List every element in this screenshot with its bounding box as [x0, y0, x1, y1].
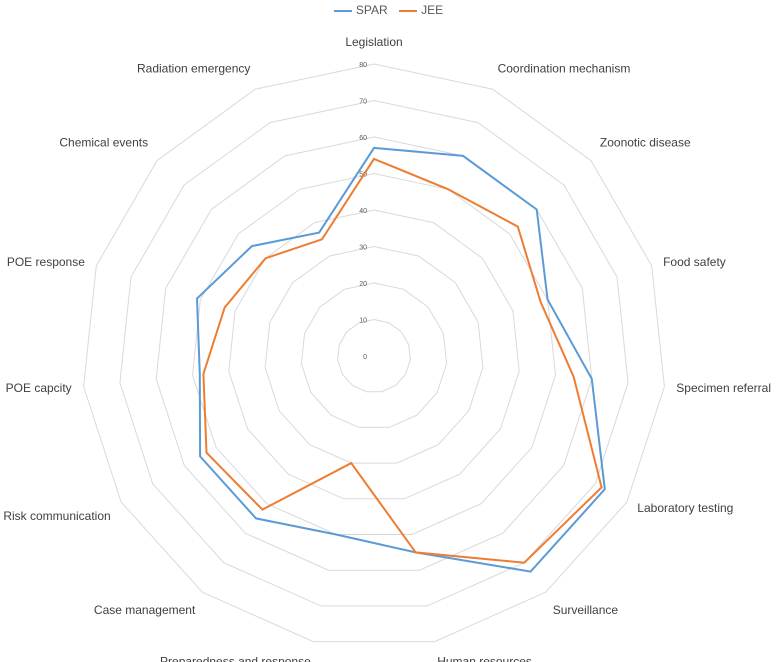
grid-ring-30: [264, 245, 484, 464]
grid-ring-70: [119, 99, 629, 607]
series-line-jee: [202, 157, 603, 564]
legend-label-jee: JEE: [421, 3, 444, 17]
tick-label-20: 20: [359, 281, 367, 288]
category-label-14: Radiation emergency: [137, 61, 250, 75]
tick-label-70: 70: [359, 99, 367, 106]
tick-label-10: 10: [359, 318, 367, 325]
category-label-5: Laboratory testing: [637, 501, 733, 515]
category-label-layer: Legislation Coordination mechanism Zoonoti…: [3, 35, 771, 662]
grid-ring-10: [337, 318, 411, 393]
tick-label-80: 80: [359, 62, 367, 69]
grid-layer: [83, 63, 665, 643]
series-line-spar: [195, 146, 606, 573]
tick-label-0: 0: [363, 354, 367, 361]
category-label-6: Surveillance: [553, 603, 619, 617]
chart-legend: SPAR JEE: [0, 3, 777, 17]
grid-ring-80: [83, 63, 665, 643]
category-label-12: POE response: [7, 255, 85, 269]
legend-swatch-spar: [333, 9, 352, 12]
series-layer: [195, 146, 606, 573]
tick-label-60: 60: [359, 135, 367, 142]
category-label-11: POE capcity: [6, 381, 72, 395]
category-label-3: Food safety: [663, 255, 726, 269]
tick-label-40: 40: [359, 208, 367, 215]
legend-item-jee: JEE: [399, 3, 443, 17]
category-label-0: Legislation: [345, 35, 402, 49]
category-label-13: Chemical events: [59, 136, 148, 150]
grid-ring-60: [155, 136, 593, 571]
legend-swatch-jee: [399, 9, 418, 12]
legend-item-spar: SPAR: [333, 3, 388, 17]
legend-label-spar: SPAR: [355, 3, 388, 17]
tick-label-30: 30: [359, 245, 367, 252]
category-label-7: Human resources: [437, 654, 532, 662]
category-label-8: Preparedness and response: [160, 654, 311, 662]
category-label-4: Specimen referral: [676, 381, 771, 395]
category-label-2: Zoonotic disease: [600, 136, 691, 150]
grid-ring-20: [300, 282, 448, 428]
grid-ring-50: [191, 172, 557, 535]
category-label-9: Case management: [94, 603, 196, 617]
grid-ring-40: [228, 209, 520, 500]
category-label-1: Coordination mechanism: [498, 61, 631, 75]
category-label-10: Risk communication: [3, 509, 110, 523]
